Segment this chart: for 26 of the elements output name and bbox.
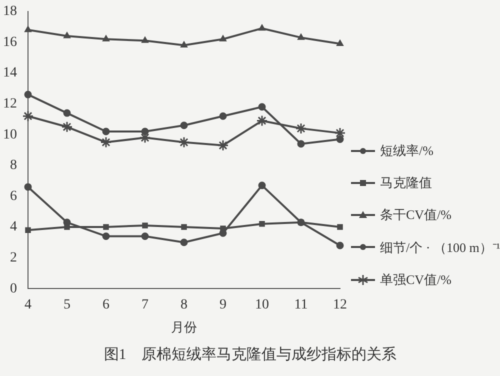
y-tick-label: 14 [3, 66, 17, 81]
x-tick-label: 7 [142, 298, 148, 313]
legend-label: 短绒率/% [380, 142, 434, 160]
x-tick-label: 6 [102, 298, 110, 313]
y-tick-label: 2 [10, 250, 17, 266]
y-tick-label: 12 [3, 96, 17, 112]
text: 图1 原棉短绒率马克隆值与成纱指标的关系 [102, 345, 398, 365]
y-tick-label: 6 [10, 188, 17, 204]
x-tick-label: 9 [220, 298, 226, 313]
x-axis-title: 月份 [171, 320, 197, 335]
y-tick-label: 0 [10, 281, 17, 296]
x-tick-label: 11 [294, 298, 308, 313]
x-tick-label: 5 [64, 298, 70, 313]
legend-label: 条干CV值/% [380, 206, 452, 224]
x-tick-label: 8 [180, 298, 188, 313]
y-tick-label: 4 [10, 220, 17, 235]
y-tick-label: 16 [3, 34, 17, 50]
x-tick-label: 10 [255, 298, 269, 313]
legend-label: 细节/个 · （100 m）⁻¹ [380, 238, 500, 256]
y-tick-label: 10 [3, 127, 17, 142]
y-tick-label: 18 [3, 4, 17, 20]
legend-label: 单强CV值/% [380, 270, 452, 288]
x-tick-label: 4 [24, 298, 32, 313]
y-tick-label: 8 [10, 158, 17, 174]
x-tick-label: 12 [333, 298, 347, 313]
legend-label: 马克隆值 [380, 174, 432, 192]
